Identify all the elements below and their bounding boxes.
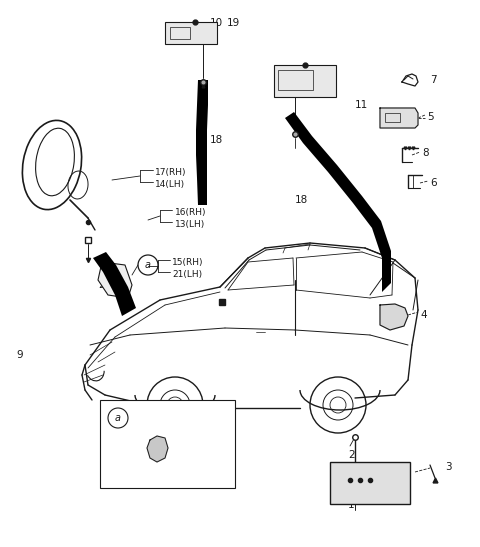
Text: 3: 3 xyxy=(445,462,452,472)
Text: 1: 1 xyxy=(348,500,355,510)
Text: 12: 12 xyxy=(165,415,178,425)
Text: 11: 11 xyxy=(355,100,368,110)
Text: 18: 18 xyxy=(210,135,223,145)
Text: 9: 9 xyxy=(16,350,23,360)
Bar xyxy=(170,27,190,39)
Bar xyxy=(278,70,313,90)
Polygon shape xyxy=(380,108,418,128)
Text: 14(LH): 14(LH) xyxy=(155,180,185,189)
Polygon shape xyxy=(380,304,408,330)
Bar xyxy=(330,462,410,504)
Text: 21(LH): 21(LH) xyxy=(172,270,202,279)
Text: 19: 19 xyxy=(227,18,240,28)
Text: 19: 19 xyxy=(310,68,323,78)
Polygon shape xyxy=(285,112,391,292)
Polygon shape xyxy=(147,436,168,462)
Text: 10: 10 xyxy=(210,18,223,28)
Text: 15(RH): 15(RH) xyxy=(172,258,204,267)
Text: 17(RH): 17(RH) xyxy=(155,168,187,177)
Bar xyxy=(385,113,400,122)
Text: a: a xyxy=(145,260,151,270)
Text: 20: 20 xyxy=(98,280,111,290)
Text: 16(RH): 16(RH) xyxy=(175,208,206,217)
Text: 12: 12 xyxy=(135,413,149,423)
Text: 4: 4 xyxy=(420,310,427,320)
Polygon shape xyxy=(93,252,136,316)
Text: a: a xyxy=(115,413,121,423)
Polygon shape xyxy=(98,262,132,298)
Polygon shape xyxy=(196,80,208,205)
Text: 18: 18 xyxy=(295,195,308,205)
Bar xyxy=(274,65,336,97)
Text: 8: 8 xyxy=(422,148,429,158)
Bar xyxy=(100,400,235,488)
Text: 7: 7 xyxy=(430,75,437,85)
Text: 13(LH): 13(LH) xyxy=(175,220,205,229)
Text: 2: 2 xyxy=(348,450,355,460)
Text: 6: 6 xyxy=(430,178,437,188)
Text: 5: 5 xyxy=(427,112,433,122)
Bar xyxy=(165,22,217,44)
